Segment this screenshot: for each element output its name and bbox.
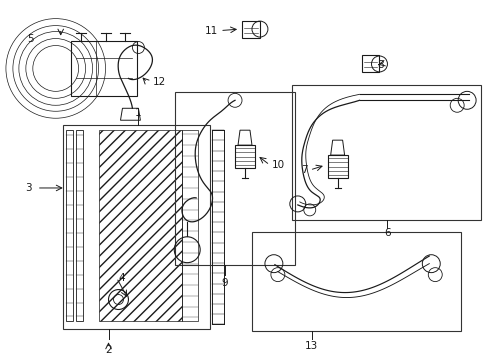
Text: 10: 10 <box>271 160 285 170</box>
Text: 8: 8 <box>377 60 384 71</box>
Text: 3: 3 <box>25 183 32 193</box>
Text: 9: 9 <box>222 278 228 288</box>
Text: 4: 4 <box>118 273 125 283</box>
Text: 1: 1 <box>135 108 142 118</box>
Text: 5: 5 <box>27 33 34 44</box>
Text: 13: 13 <box>305 341 318 351</box>
Text: 12: 12 <box>152 77 165 87</box>
Text: 6: 6 <box>384 228 390 238</box>
Text: 2: 2 <box>105 345 112 355</box>
Text: 11: 11 <box>204 26 218 36</box>
Text: 7: 7 <box>301 165 307 175</box>
Polygon shape <box>99 130 182 321</box>
